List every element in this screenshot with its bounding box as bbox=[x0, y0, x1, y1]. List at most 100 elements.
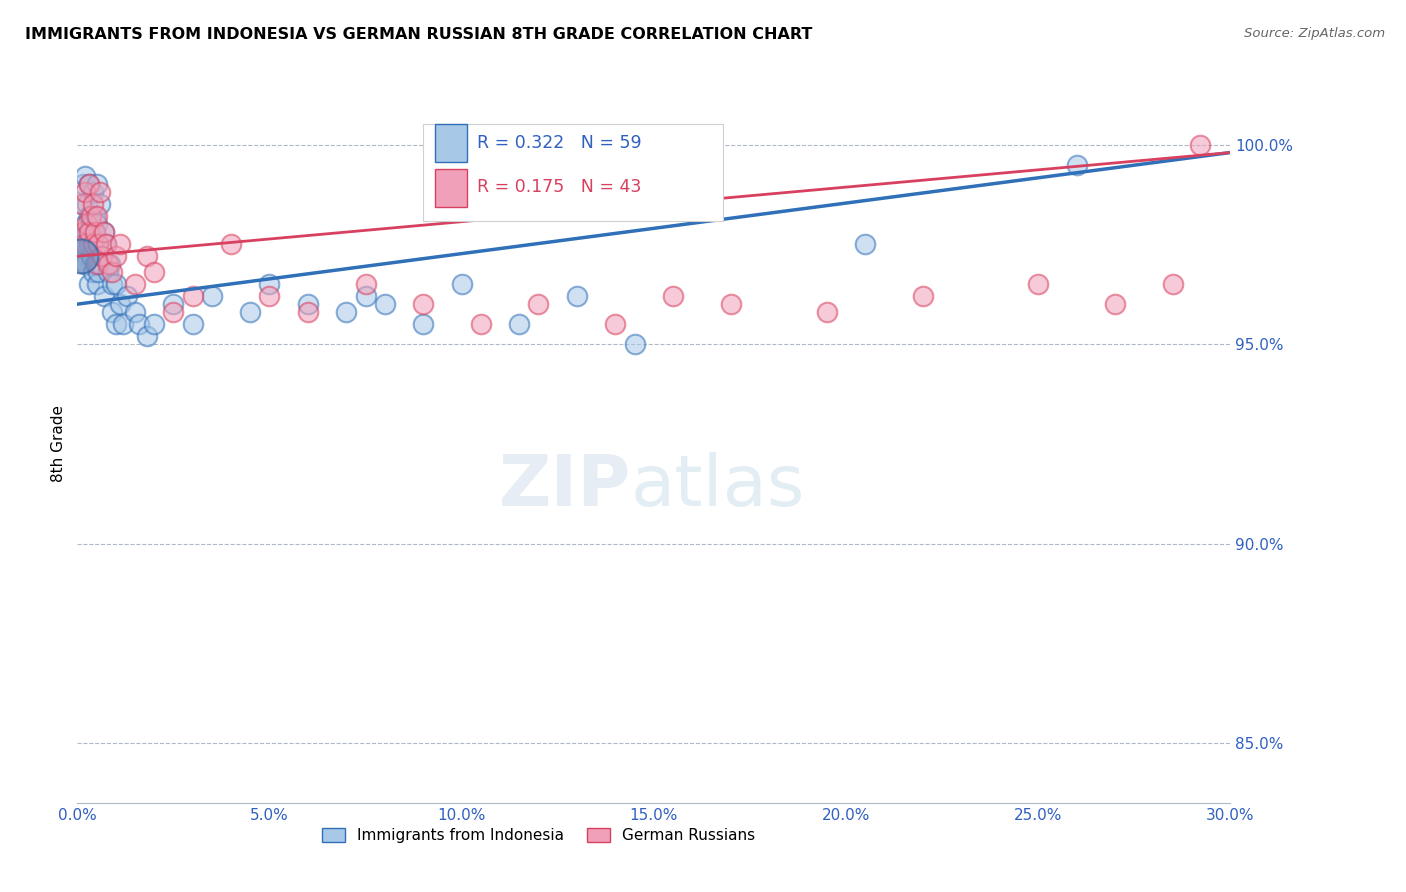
Point bbox=[89, 186, 111, 200]
Point bbox=[76, 225, 98, 239]
Point bbox=[97, 257, 120, 271]
Point bbox=[70, 249, 93, 263]
Point bbox=[527, 297, 550, 311]
Point bbox=[354, 277, 377, 292]
Point bbox=[77, 178, 100, 192]
Point bbox=[181, 317, 204, 331]
Point bbox=[72, 225, 94, 239]
Point bbox=[470, 317, 492, 331]
Point bbox=[86, 218, 108, 232]
Point bbox=[91, 249, 114, 263]
Point bbox=[565, 289, 588, 303]
Point bbox=[72, 197, 94, 211]
FancyBboxPatch shape bbox=[423, 124, 723, 221]
Point bbox=[91, 249, 114, 263]
Point bbox=[124, 305, 146, 319]
Point bbox=[108, 297, 131, 311]
Point bbox=[87, 237, 110, 252]
Point bbox=[911, 289, 934, 303]
Point bbox=[1188, 137, 1211, 152]
Point bbox=[82, 237, 104, 252]
Point bbox=[76, 197, 98, 211]
Point bbox=[1104, 297, 1126, 311]
Point bbox=[259, 277, 281, 292]
Point bbox=[76, 218, 98, 232]
Point bbox=[70, 237, 93, 252]
Point bbox=[97, 265, 120, 279]
Point bbox=[135, 329, 157, 343]
Point bbox=[508, 317, 530, 331]
Point bbox=[853, 237, 876, 252]
Point bbox=[83, 257, 105, 271]
Point bbox=[605, 317, 627, 331]
Point bbox=[77, 277, 100, 292]
Point bbox=[815, 305, 838, 319]
Legend: Immigrants from Indonesia, German Russians: Immigrants from Indonesia, German Russia… bbox=[316, 822, 761, 849]
Point bbox=[72, 178, 94, 192]
Point bbox=[374, 297, 396, 311]
Point bbox=[128, 317, 150, 331]
Text: R = 0.322   N = 59: R = 0.322 N = 59 bbox=[478, 134, 643, 152]
Text: ZIP: ZIP bbox=[499, 452, 631, 521]
Point bbox=[77, 178, 100, 192]
Point bbox=[93, 225, 115, 239]
Point bbox=[101, 265, 124, 279]
Point bbox=[93, 289, 115, 303]
Point bbox=[73, 186, 96, 200]
Point bbox=[112, 317, 135, 331]
Point bbox=[82, 186, 104, 200]
Point bbox=[80, 218, 103, 232]
Point bbox=[86, 277, 108, 292]
Point bbox=[87, 265, 110, 279]
Point bbox=[135, 249, 157, 263]
Point bbox=[450, 277, 472, 292]
Point bbox=[82, 197, 104, 211]
Point bbox=[239, 305, 262, 319]
Point bbox=[162, 305, 184, 319]
Point bbox=[297, 305, 319, 319]
Point bbox=[101, 305, 124, 319]
Point bbox=[86, 210, 108, 224]
Point bbox=[104, 317, 127, 331]
Text: IMMIGRANTS FROM INDONESIA VS GERMAN RUSSIAN 8TH GRADE CORRELATION CHART: IMMIGRANTS FROM INDONESIA VS GERMAN RUSS… bbox=[25, 27, 813, 42]
Point bbox=[83, 225, 105, 239]
Point bbox=[89, 197, 111, 211]
Point bbox=[720, 297, 742, 311]
Point bbox=[104, 277, 127, 292]
Point bbox=[117, 289, 139, 303]
Point bbox=[82, 225, 104, 239]
Point bbox=[89, 257, 111, 271]
Point bbox=[80, 249, 103, 263]
Point bbox=[162, 297, 184, 311]
Point bbox=[73, 257, 96, 271]
Point bbox=[297, 297, 319, 311]
Point bbox=[143, 317, 166, 331]
Text: Source: ZipAtlas.com: Source: ZipAtlas.com bbox=[1244, 27, 1385, 40]
Text: R = 0.175   N = 43: R = 0.175 N = 43 bbox=[478, 178, 641, 196]
Point bbox=[201, 289, 224, 303]
Point bbox=[77, 237, 100, 252]
Point bbox=[77, 225, 100, 239]
Point bbox=[73, 218, 96, 232]
Point bbox=[623, 337, 645, 351]
Point bbox=[259, 289, 281, 303]
Text: atlas: atlas bbox=[631, 452, 806, 521]
Point bbox=[86, 178, 108, 192]
Bar bbox=[434, 124, 467, 161]
Point bbox=[83, 210, 105, 224]
Point bbox=[219, 237, 242, 252]
Point bbox=[108, 237, 131, 252]
Point bbox=[80, 210, 103, 224]
Point bbox=[1066, 157, 1088, 171]
Y-axis label: 8th Grade: 8th Grade bbox=[51, 405, 66, 483]
Point bbox=[98, 257, 121, 271]
Point bbox=[93, 225, 115, 239]
Point bbox=[104, 249, 127, 263]
Point bbox=[335, 305, 357, 319]
Point bbox=[73, 169, 96, 184]
Point bbox=[101, 277, 124, 292]
Point bbox=[412, 297, 434, 311]
Point bbox=[143, 265, 166, 279]
Point bbox=[124, 277, 146, 292]
Point bbox=[82, 265, 104, 279]
